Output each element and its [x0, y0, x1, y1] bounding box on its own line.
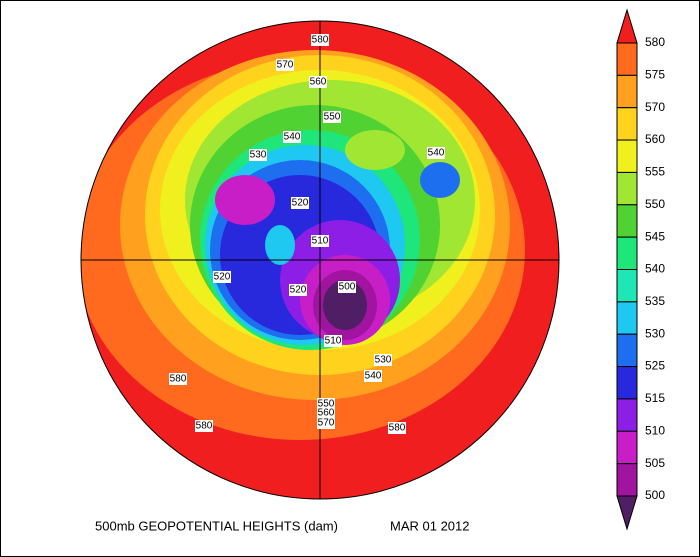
contour-label: 540 — [284, 132, 301, 143]
colorbar-box — [616, 430, 638, 465]
contour-label-bg — [427, 147, 445, 159]
contour-label-bg — [311, 235, 329, 247]
contour-label: 540 — [428, 148, 445, 159]
contour-label: 550 — [318, 399, 335, 410]
contour-label-bg — [276, 59, 294, 71]
contour-label: 570 — [277, 60, 294, 71]
colorbar-box — [616, 204, 638, 238]
contour-label: 550 — [324, 112, 341, 123]
colorbar-box — [616, 333, 638, 368]
contour-label: 530 — [375, 355, 392, 366]
contour-label: 560 — [310, 77, 327, 88]
contour-label-bg — [317, 417, 335, 429]
colorbar-label: 525 — [645, 359, 665, 373]
colorbar-label: 570 — [645, 100, 665, 114]
contour-label-bg — [324, 335, 342, 347]
contour-label: 520 — [292, 198, 309, 209]
colorbar-box — [616, 366, 638, 400]
contour-label-bg — [283, 131, 301, 143]
contour-label-bg — [289, 284, 307, 296]
contour-label-bg — [169, 373, 187, 385]
colorbar-label: 510 — [645, 423, 665, 437]
contour-label: 580 — [312, 35, 329, 46]
colorbar-box — [616, 74, 638, 109]
colorbar-label: 580 — [645, 35, 665, 49]
contour-label-bg — [338, 281, 356, 293]
contour-label: 510 — [312, 236, 329, 247]
contour-label: 500 — [339, 282, 356, 293]
contour-label: 520 — [290, 285, 307, 296]
contour-label-bg — [195, 420, 213, 432]
contour-label: 520 — [214, 272, 231, 283]
contour-label: 580 — [389, 423, 406, 434]
colorbar-box — [616, 463, 638, 497]
colorbar-label: 505 — [645, 456, 665, 470]
contour-label-bg — [213, 271, 231, 283]
colorbar-box — [616, 171, 638, 206]
colorbar-label: 515 — [645, 391, 665, 405]
colorbar-arrow — [616, 495, 638, 531]
colorbar-label: 545 — [645, 229, 665, 243]
colorbar-box — [616, 139, 638, 173]
colorbar-box — [616, 301, 638, 335]
contour-label-bg — [388, 422, 406, 434]
map-date: MAR 01 2012 — [390, 518, 470, 533]
contour-label: 580 — [170, 374, 187, 385]
map-title: 500mb GEOPOTENTIAL HEIGHTS (dam) — [95, 518, 338, 533]
colorbar-label: 560 — [645, 132, 665, 146]
contour-label-bg — [323, 111, 341, 123]
contour-label: 530 — [250, 150, 267, 161]
colorbar-label: 540 — [645, 262, 665, 276]
colorbar-label: 575 — [645, 68, 665, 82]
contour-label: 560 — [318, 408, 335, 419]
contour-label: 580 — [196, 421, 213, 432]
colorbar-box — [616, 236, 638, 270]
contour-label-bg — [374, 354, 392, 366]
colorbar-label: 500 — [645, 488, 665, 502]
colorbar-label: 535 — [645, 294, 665, 308]
contour-label-bg — [364, 370, 382, 382]
colorbar-label: 550 — [645, 197, 665, 211]
contour-label: 570 — [318, 418, 335, 429]
colorbar-box — [616, 398, 638, 432]
colorbar-box — [616, 269, 638, 303]
contour-label-bg — [311, 34, 329, 46]
contour-label-bg — [291, 197, 309, 209]
colorbar-box — [616, 42, 638, 76]
contour-label-bg — [317, 407, 335, 419]
contour-label-bg — [249, 149, 267, 161]
colorbar-label: 555 — [645, 165, 665, 179]
contour-label: 510 — [325, 336, 342, 347]
contour-label-bg — [309, 76, 327, 88]
contour-label: 540 — [365, 371, 382, 382]
colorbar-box — [616, 107, 638, 141]
colorbar-label: 530 — [645, 326, 665, 340]
